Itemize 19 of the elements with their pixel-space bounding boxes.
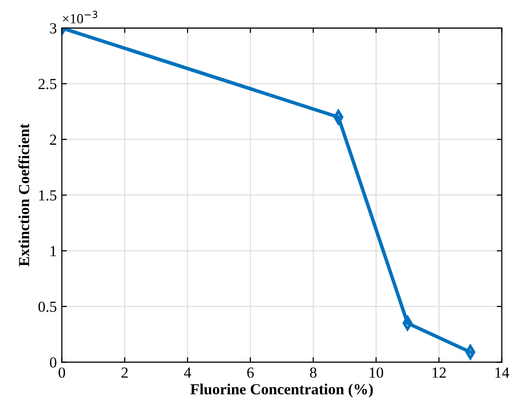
y-tick-label: 0.5 — [38, 302, 56, 312]
y-tick-label: 3 — [50, 23, 56, 34]
x-tick-label: 4 — [184, 368, 192, 378]
x-axis-title: Fluorine Concentration (%) — [190, 384, 373, 398]
y-tick-label: 2.5 — [38, 78, 56, 90]
x-tick-label: 12 — [432, 368, 446, 378]
point — [465, 344, 476, 360]
y-tick-label: 1.5 — [39, 190, 56, 201]
x-tick-label: 14 — [496, 368, 510, 378]
x-tick-label: 6 — [247, 368, 254, 378]
x-tick-label: 2 — [122, 368, 128, 378]
text: ×10$^{−3}$ — [62, 10, 98, 24]
y-axis-title: Extinction Coefficient — [18, 124, 30, 266]
y-tick-label: 1 — [50, 246, 56, 256]
y-tick-label: 2 — [50, 134, 56, 145]
x-tick-label: 0 — [58, 367, 66, 378]
x-tick-label: 8 — [310, 367, 316, 378]
x-tick-label: 10 — [370, 367, 384, 378]
y-tick-label: 0 — [50, 357, 56, 368]
